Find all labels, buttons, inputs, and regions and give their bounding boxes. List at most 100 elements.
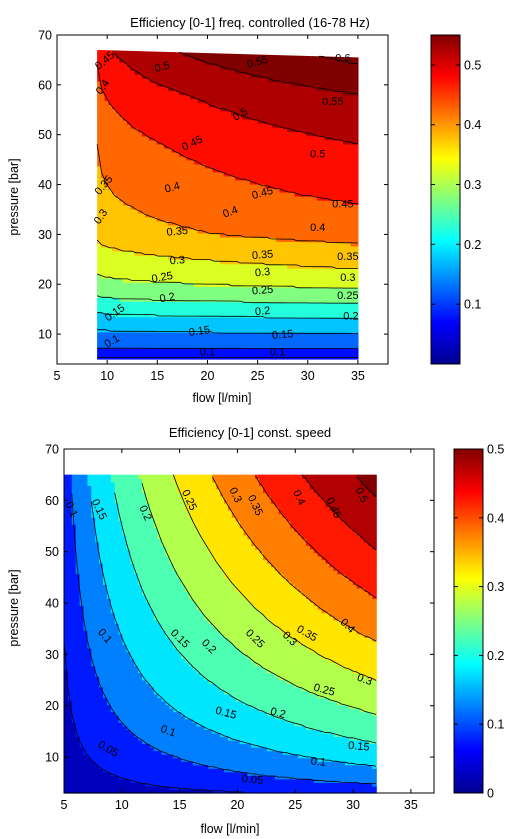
contour-line — [63, 640, 244, 793]
colorbar-ticks: 0.1 0.2 0.3 0.4 0.5 — [431, 58, 481, 312]
contour-label: 0.35 — [251, 248, 273, 262]
x-tick-label: 25 — [251, 369, 265, 383]
x-tick-label: 20 — [201, 369, 215, 383]
y-tick-label: 50 — [45, 545, 59, 559]
contour-label: 0.5 — [153, 60, 171, 76]
colorbar-tick-label: 0.5 — [464, 58, 481, 72]
contour-label: 0.15 — [348, 740, 370, 754]
colorbar-tick-label: 0.2 — [487, 649, 504, 663]
contour-line — [96, 239, 358, 269]
x-tick-label: 10 — [100, 369, 114, 383]
y-axis-ticks: 10 20 30 40 50 60 70 — [45, 443, 434, 765]
contour-label: 0.15 — [271, 328, 293, 342]
x-tick-label: 25 — [288, 798, 302, 812]
x-axis-ticks: 5 10 15 20 25 30 35 — [61, 449, 418, 812]
contour-label: 0.5 — [310, 149, 325, 161]
x-tick-label: 30 — [301, 369, 315, 383]
x-tick-label: 5 — [61, 798, 68, 812]
colorbar-tick-label: 0.4 — [464, 118, 481, 132]
contour-label: 0.55 — [322, 96, 343, 108]
contour-line — [356, 476, 377, 498]
x-tick-label: 15 — [173, 798, 187, 812]
contour-line — [96, 63, 358, 205]
contour-label: 0.3 — [340, 272, 355, 284]
contour-fill — [64, 474, 377, 794]
contour-label: 0.4 — [290, 488, 307, 507]
contour-label: 0.25 — [312, 682, 336, 699]
contour-line — [96, 144, 358, 244]
contour-label: 0.15 — [214, 705, 238, 722]
colorbar-tick-label: 0.3 — [487, 580, 504, 594]
x-axis-label: flow [l/min] — [192, 391, 251, 405]
contour-line — [114, 492, 377, 744]
contour-label: 0.55 — [246, 54, 270, 71]
contour-label: 0.5 — [353, 486, 370, 505]
contour-label: 0.4 — [163, 180, 181, 196]
chart-panel-freq-controlled: Efficiency [0-1] freq. controlled (16-78… — [7, 15, 481, 405]
contour-label: 0.3 — [355, 672, 373, 689]
contour-label: 0.3 — [254, 266, 270, 279]
contour-line — [301, 474, 377, 551]
colorbar-tick-label: 0.2 — [464, 238, 481, 252]
contour-label: 0.1 — [200, 346, 215, 358]
chart-panel-const-speed: Efficiency [0-1] const. speed pressure [… — [7, 425, 504, 836]
contour-label: 0.25 — [337, 290, 358, 302]
contour-label: 0.2 — [136, 504, 153, 523]
contour-label: 0.1 — [159, 723, 177, 740]
contour-line — [97, 312, 358, 319]
colorbar — [453, 448, 484, 794]
y-axis-ticks: 10 20 30 40 50 60 70 — [38, 29, 388, 342]
plot-frame — [56, 34, 389, 365]
contour-line — [254, 475, 377, 599]
colorbar-tick-label: 0 — [487, 787, 494, 801]
contour-fill — [97, 50, 359, 360]
contour-line — [97, 329, 358, 334]
contour-label: 0.1 — [310, 755, 326, 768]
contour-label: 0.45 — [251, 185, 275, 202]
contour-line — [96, 295, 358, 304]
contour-label: 0.25 — [151, 270, 174, 286]
colorbar-tick-label: 0.4 — [487, 511, 504, 525]
colorbar-tick-label: 0.5 — [487, 443, 504, 457]
contour-label: 0.3 — [227, 486, 244, 505]
contour-label: 0.4 — [310, 222, 325, 234]
contour-line — [211, 476, 377, 642]
contour-label: 0.2 — [254, 305, 270, 318]
contour-lines — [96, 51, 358, 358]
contour-lines — [63, 474, 377, 793]
y-axis-label: pressure [bar] — [7, 569, 21, 646]
contour-label: 0.6 — [335, 52, 350, 64]
contour-label: 0.3 — [169, 254, 185, 267]
plot-frame — [63, 448, 435, 794]
x-tick-label: 35 — [351, 369, 365, 383]
y-tick-label: 20 — [45, 699, 59, 713]
y-tick-label: 20 — [38, 278, 52, 292]
contour-line — [172, 474, 377, 681]
contour-label: 0.35 — [166, 225, 188, 239]
y-tick-label: 70 — [38, 29, 52, 43]
contour-label: 0.15 — [188, 324, 211, 339]
x-tick-label: 30 — [346, 798, 360, 812]
contour-label: 0.05 — [241, 773, 263, 787]
colorbar — [430, 34, 461, 365]
y-tick-label: 30 — [45, 648, 59, 662]
y-tick-label: 10 — [45, 751, 59, 765]
contour-label: 0.45 — [332, 198, 353, 210]
contour-line — [318, 55, 358, 64]
colorbar-ticks: 0 0.1 0.2 0.3 0.4 0.5 — [454, 443, 504, 801]
contour-label: 0.4 — [221, 204, 239, 221]
contour-label: 0.2 — [269, 706, 287, 722]
contour-label: 0.25 — [251, 284, 273, 298]
colorbar-tick-label: 0.1 — [487, 718, 504, 732]
x-tick-label: 35 — [404, 798, 418, 812]
y-tick-label: 70 — [45, 443, 59, 457]
contour-line — [114, 53, 358, 144]
colorbar-tick-label: 0.1 — [464, 298, 481, 312]
y-tick-label: 40 — [45, 597, 59, 611]
x-tick-label: 10 — [115, 798, 129, 812]
colorbar-tick-label: 0.3 — [464, 178, 481, 192]
y-tick-label: 30 — [38, 228, 52, 242]
x-tick-label: 15 — [150, 369, 164, 383]
contour-label: 0.2 — [159, 291, 176, 305]
